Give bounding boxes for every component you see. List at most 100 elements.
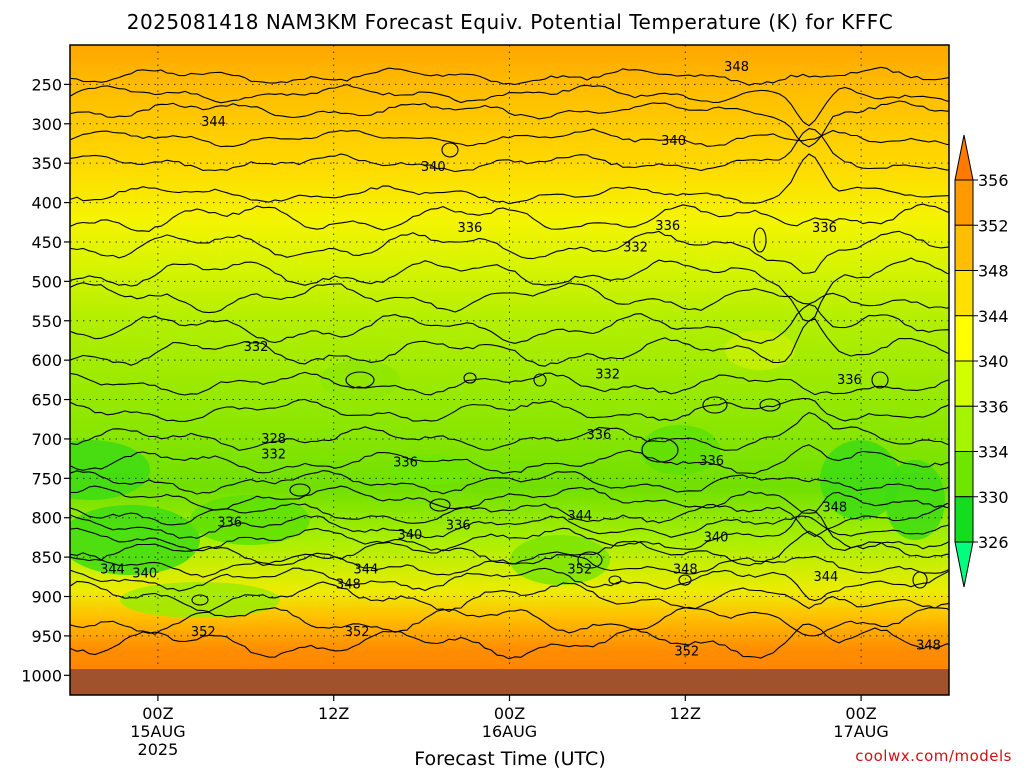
contour-label: 344 [201, 115, 226, 130]
contour-loop [577, 551, 603, 569]
chart-title: 2025081418 NAM3KM Forecast Equiv. Potent… [127, 10, 894, 34]
contour-label: 336 [586, 428, 611, 443]
contour-label: 336 [837, 373, 862, 388]
contour-line [70, 530, 949, 567]
contour-loop [441, 142, 459, 158]
contour-label: 348 [673, 563, 698, 578]
contour-label: 340 [397, 528, 422, 543]
contour-label: 340 [132, 567, 157, 582]
colorbar-label: 356 [978, 171, 1009, 190]
contour-label: 348 [916, 638, 941, 653]
x-tick-label: 00Z [142, 704, 173, 723]
y-tick-label: 400 [31, 194, 62, 213]
contour-label: 332 [244, 340, 269, 355]
contour-line [70, 514, 949, 539]
y-tick-label: 800 [31, 509, 62, 528]
contour-loop [608, 575, 622, 585]
y-tick-label: 1000 [21, 666, 62, 685]
colorbar-label: 352 [978, 216, 1009, 235]
contour-loop [702, 396, 728, 414]
contour-label: 336 [812, 221, 837, 236]
contour-label: 340 [421, 160, 446, 175]
y-tick-label: 550 [31, 312, 62, 331]
contour-line [70, 66, 949, 86]
contour-line [70, 552, 949, 578]
y-tick-label: 600 [31, 351, 62, 370]
contour-loop [912, 571, 928, 589]
x-tick-year: 2025 [138, 740, 179, 759]
x-axis-title: Forecast Time (UTC) [414, 748, 605, 768]
x-tick-date: 16AUG [482, 722, 537, 741]
contour-label: 336 [699, 454, 724, 469]
colorbar-swatch [954, 270, 974, 317]
contour-line [70, 203, 949, 232]
contour-loop [641, 437, 679, 463]
y-tick-label: 450 [31, 233, 62, 252]
contour-line [70, 230, 949, 274]
y-tick-label: 750 [31, 469, 62, 488]
contour-label: 336 [393, 456, 418, 471]
ground-band [70, 669, 949, 695]
contour-line [70, 444, 949, 475]
colorbar-swatch [954, 360, 974, 407]
color-patch [390, 455, 470, 485]
contour-loop [345, 371, 375, 389]
color-patch [190, 495, 310, 545]
contour-label: 352 [567, 563, 592, 578]
y-tick-label: 300 [31, 115, 62, 134]
color-patch [70, 440, 150, 500]
y-tick-label: 950 [31, 627, 62, 646]
x-tick-label: 00Z [494, 704, 525, 723]
colorbar-swatch [954, 405, 974, 452]
contour-label: 352 [345, 625, 370, 640]
x-tick-date: 15AUG [130, 722, 185, 741]
colorbar-label: 334 [978, 443, 1009, 462]
colorbar-swatch [954, 315, 974, 362]
contour-label: 344 [354, 563, 379, 578]
y-tick-label: 650 [31, 391, 62, 410]
colorbar-swatch [954, 224, 974, 271]
contour-label: 348 [336, 578, 361, 593]
contour-label: 344 [567, 509, 592, 524]
contour-loop [289, 483, 311, 497]
y-axis: 250 300 350 400 450 500 550 600 650 700 750 800 850 9… [21, 75, 70, 685]
colorbar-label: 340 [978, 352, 1009, 371]
x-tick-date: 17AUG [833, 722, 888, 741]
credit-text: coolwx.com/models [855, 747, 1012, 765]
x-tick-label: 00Z [845, 704, 876, 723]
contour-label: 336 [446, 519, 471, 534]
color-patch [120, 582, 280, 618]
y-tick-label: 250 [31, 75, 62, 94]
contour-line [70, 303, 949, 344]
y-tick-label: 500 [31, 272, 62, 291]
contour-line [70, 128, 949, 148]
color-patch [885, 460, 945, 540]
contour-loop [463, 372, 477, 384]
colorbar-swatch [954, 179, 974, 226]
colorbar-swatch [954, 451, 974, 498]
contour-label: 332 [595, 367, 620, 382]
contour-loop [191, 594, 209, 606]
colorbar-label: 344 [978, 307, 1009, 326]
contour-label: 352 [191, 625, 216, 640]
colorbar-label: 326 [978, 533, 1009, 552]
contour-line [70, 153, 949, 205]
x-tick-label: 12Z [318, 704, 349, 723]
contour-label: 344 [814, 570, 839, 585]
contour-label: 336 [655, 219, 680, 234]
colorbar-label: 336 [978, 397, 1009, 416]
contour-label: 336 [217, 515, 242, 530]
y-tick-label: 350 [31, 154, 62, 173]
contour-loop [753, 227, 767, 253]
contour-label: 348 [724, 60, 749, 75]
contour-loop [533, 373, 547, 387]
contour-label: 344 [100, 563, 125, 578]
colorbar-bottom-arrow [954, 541, 974, 588]
color-patch [320, 360, 400, 400]
colorbar-swatch [954, 496, 974, 543]
contour-line [70, 128, 949, 173]
contour-loop [759, 398, 781, 412]
y-tick-label: 850 [31, 548, 62, 567]
